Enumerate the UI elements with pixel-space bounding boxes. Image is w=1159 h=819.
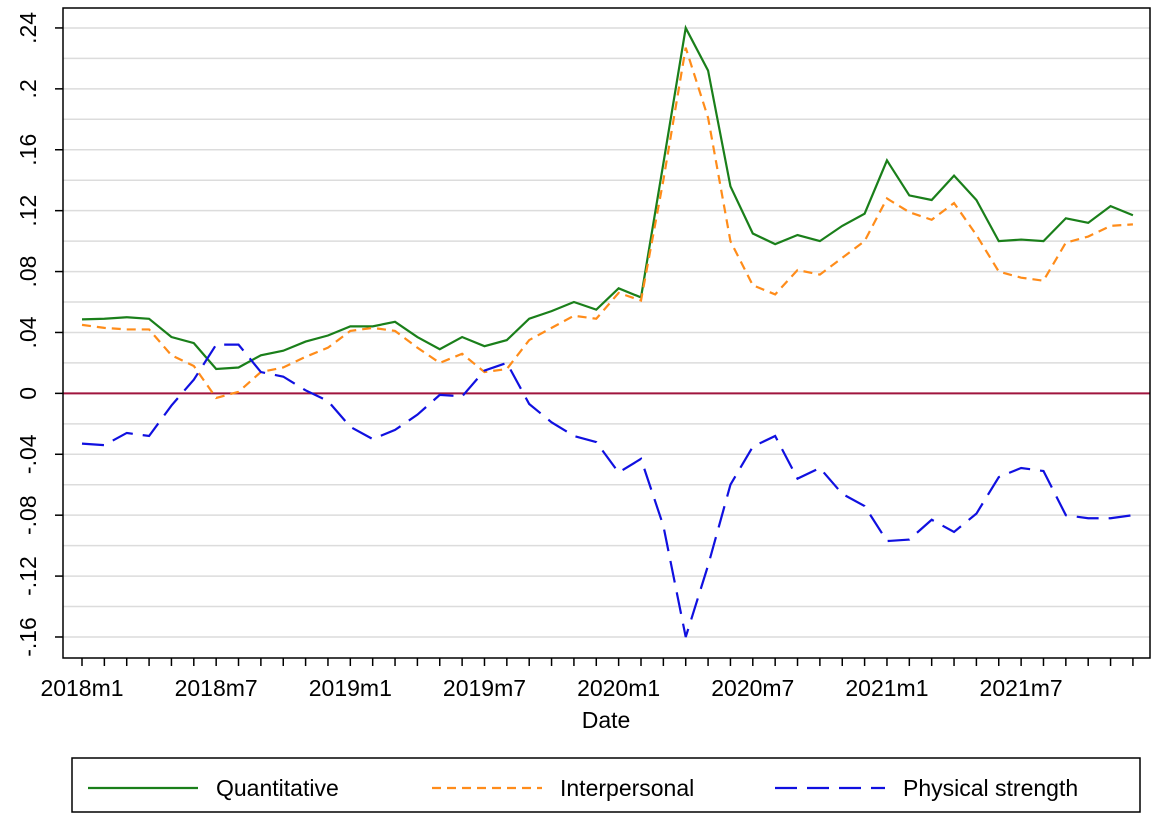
y-tick-label: 0 bbox=[15, 387, 41, 400]
x-axis-title: Date bbox=[582, 707, 631, 733]
series-line bbox=[81, 47, 1133, 400]
y-tick-label: .12 bbox=[15, 195, 41, 227]
y-tick-label: .2 bbox=[15, 79, 41, 98]
y-tick-label: .04 bbox=[15, 316, 41, 348]
x-tick-label: 2018m1 bbox=[40, 675, 123, 701]
x-tick-label: 2021m1 bbox=[845, 675, 928, 701]
y-tick-label: -.12 bbox=[15, 556, 41, 596]
y-tick-label: -.16 bbox=[15, 617, 41, 657]
series-line bbox=[81, 24, 1134, 371]
legend-label: Physical strength bbox=[903, 775, 1078, 801]
x-tick-label: 2021m7 bbox=[980, 675, 1063, 701]
x-tick-label: 2020m7 bbox=[711, 675, 794, 701]
legend-label: Interpersonal bbox=[560, 775, 694, 801]
plot-frame bbox=[62, 7, 1151, 659]
x-tick-label: 2019m1 bbox=[309, 675, 392, 701]
series-line bbox=[81, 343, 1134, 638]
y-tick-label: .24 bbox=[15, 12, 41, 44]
y-tick-label: .08 bbox=[15, 256, 41, 288]
x-tick-label: 2018m7 bbox=[175, 675, 258, 701]
x-tick-label: 2020m1 bbox=[577, 675, 660, 701]
x-tick-label: 2019m7 bbox=[443, 675, 526, 701]
y-tick-label: -.04 bbox=[15, 434, 41, 474]
y-tick-label: .16 bbox=[15, 134, 41, 166]
y-tick-label: -.08 bbox=[15, 495, 41, 535]
legend-label: Quantitative bbox=[216, 775, 339, 801]
legend-box bbox=[71, 757, 1141, 813]
